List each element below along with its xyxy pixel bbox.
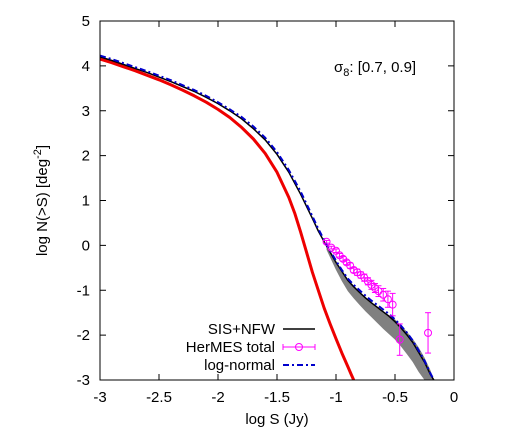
- sigma-symbol: σ: [334, 59, 344, 76]
- y-tick-label: 5: [82, 13, 90, 30]
- legend-label-hermes-total: HerMES total: [186, 339, 275, 356]
- y-tick-label: 2: [82, 148, 90, 165]
- x-tick-label: -0.5: [382, 389, 408, 406]
- y-tick-label: 1: [82, 193, 90, 210]
- y-tick-label: -1: [77, 282, 90, 299]
- sigma8-annotation: σ8: [0.7, 0.9]: [334, 59, 416, 79]
- y-axis-label-main: log N(>S) [deg: [34, 159, 51, 256]
- x-tick-label: -2.5: [146, 389, 172, 406]
- sigma-range: : [0.7, 0.9]: [349, 59, 416, 76]
- series-line-sis-nfw: [100, 56, 435, 380]
- data-points-layer: [322, 237, 433, 356]
- y-axis-label-close: ]: [34, 145, 51, 149]
- x-tick-label: -2: [211, 389, 224, 406]
- sigma-subscript: 8: [343, 67, 349, 79]
- data-point-hermes-total: [395, 335, 404, 344]
- legend-label-log-normal: log-normal: [204, 357, 275, 374]
- x-tick-label: -1: [329, 389, 342, 406]
- uncertainty-band-layer: [326, 245, 434, 380]
- y-tick-label: -2: [77, 327, 90, 344]
- ticks-layer: [99, 20, 455, 381]
- tick-labels-layer: -3 -2.5 -2 -1.5 -1 -0.5 0 -3 -2 -1 0 1 2 3 4 5: [77, 13, 459, 406]
- y-tick-label: 0: [82, 237, 90, 254]
- legend-label-sis-nfw: SIS+NFW: [208, 321, 276, 338]
- data-point-hermes-total: [322, 237, 331, 246]
- series-line-red-model: [100, 57, 356, 380]
- legend-swatch-marker-hermes-total: [295, 343, 303, 351]
- y-tick-label: 3: [82, 103, 90, 120]
- x-tick-label: -1.5: [264, 389, 290, 406]
- x-tick-label: -3: [93, 389, 106, 406]
- y-tick-label: -3: [77, 372, 90, 389]
- series-line-log-normal: [100, 54, 435, 380]
- y-tick-label: 4: [82, 58, 90, 75]
- data-point-hermes-total: [424, 328, 433, 337]
- data-point-hermes-total: [388, 300, 397, 309]
- data-point-hermes-total: [383, 295, 392, 304]
- data-point-hermes-total: [379, 290, 388, 299]
- y-axis-label: log N(>S) [deg-2]: [32, 145, 51, 256]
- uncertainty-band: [326, 245, 434, 380]
- y-axis-label-superscript: -2: [32, 149, 44, 159]
- x-axis-label: log S (Jy): [245, 411, 308, 428]
- x-tick-label: 0: [450, 389, 458, 406]
- series-lines-layer: [100, 54, 435, 380]
